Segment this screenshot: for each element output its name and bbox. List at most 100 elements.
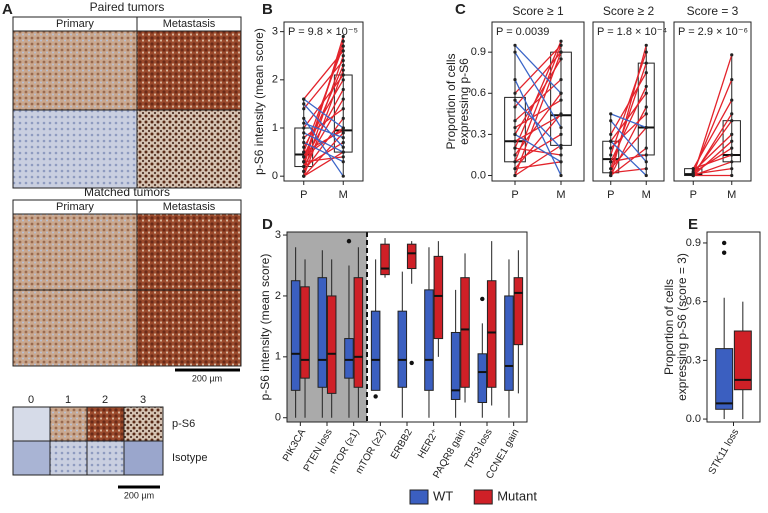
pair-line xyxy=(303,74,344,129)
box xyxy=(397,310,408,388)
point xyxy=(341,128,345,133)
pair-line xyxy=(693,168,732,175)
box xyxy=(424,289,434,391)
point xyxy=(559,77,563,82)
pair-line xyxy=(610,113,647,149)
point xyxy=(302,169,306,173)
pair-line xyxy=(514,99,562,149)
point xyxy=(341,174,345,178)
box xyxy=(326,295,337,394)
x-tick-label: STK11 loss xyxy=(707,427,742,476)
ihc-image xyxy=(12,289,138,367)
point xyxy=(644,160,648,164)
pair-line xyxy=(514,147,562,156)
point xyxy=(302,150,306,154)
point xyxy=(559,39,563,43)
y-axis-label: expressing p-S6 (score = 3) xyxy=(675,253,689,401)
column-header: 3 xyxy=(140,394,146,406)
point xyxy=(513,125,517,130)
point xyxy=(341,150,345,154)
pair-line xyxy=(303,60,344,110)
legend-label: WT xyxy=(433,488,453,503)
point xyxy=(730,153,734,157)
point xyxy=(513,139,517,143)
box xyxy=(450,331,461,400)
point xyxy=(302,164,306,169)
point xyxy=(341,44,345,48)
plot-frame xyxy=(491,21,585,182)
point xyxy=(513,119,517,123)
pair-line xyxy=(303,103,344,148)
pair-line xyxy=(303,132,344,153)
point xyxy=(513,98,517,102)
point xyxy=(302,97,306,101)
pair-line xyxy=(514,45,562,163)
y-tick-label: 1 xyxy=(272,122,278,134)
box xyxy=(380,243,390,276)
box xyxy=(300,286,310,379)
y-axis-label: p-S6 intensity (mean score) xyxy=(258,254,272,401)
y-tick-label: 0 xyxy=(275,412,281,424)
point xyxy=(730,173,734,178)
pair-line xyxy=(514,58,562,135)
pair-line xyxy=(514,40,562,149)
point xyxy=(341,49,345,53)
point xyxy=(644,173,648,178)
ihc-image xyxy=(49,440,88,476)
point xyxy=(644,50,648,54)
panel-label: A xyxy=(2,1,13,18)
pair-line xyxy=(692,147,733,174)
y-tick-label: 0.0 xyxy=(471,169,486,181)
point xyxy=(644,71,648,75)
point xyxy=(341,131,345,135)
ihc-image xyxy=(136,289,242,367)
point xyxy=(513,91,517,95)
column-header: Metastasis xyxy=(163,18,216,30)
pair-line xyxy=(610,72,647,135)
column-header: 2 xyxy=(102,394,108,406)
box xyxy=(513,277,524,346)
p-value: P = 1.8 × 10⁻⁴ xyxy=(597,26,668,38)
point xyxy=(609,112,613,116)
legend-swatch xyxy=(409,489,429,505)
point xyxy=(644,167,648,171)
point xyxy=(513,160,517,164)
ihc-image xyxy=(12,213,138,291)
point xyxy=(513,105,517,109)
x-tick-label: M xyxy=(642,189,651,201)
point xyxy=(609,173,613,178)
box xyxy=(504,295,514,391)
x-tick-label: M xyxy=(556,189,565,201)
pair-line xyxy=(303,98,344,167)
pair-line xyxy=(303,98,344,129)
point xyxy=(609,171,613,175)
point xyxy=(341,160,345,164)
box xyxy=(290,280,301,391)
point xyxy=(730,139,734,143)
x-tick-label: M xyxy=(339,189,348,201)
y-axis-label: expressing p-S6 xyxy=(457,58,471,145)
column-header: Metastasis xyxy=(163,201,216,213)
point xyxy=(302,131,306,135)
point xyxy=(559,153,563,157)
point xyxy=(609,153,613,157)
point xyxy=(341,126,345,130)
point xyxy=(341,140,345,145)
point xyxy=(730,160,734,164)
pair-line xyxy=(514,133,562,163)
point xyxy=(730,112,734,116)
y-tick-label: 0.3 xyxy=(471,128,486,140)
pair-line xyxy=(303,151,344,177)
ihc-image xyxy=(123,406,164,442)
box xyxy=(433,255,444,340)
box xyxy=(406,243,417,270)
outlier xyxy=(346,238,352,244)
point xyxy=(302,126,306,130)
p-value: P = 9.8 × 10⁻⁵ xyxy=(288,26,358,38)
outlier xyxy=(721,250,727,255)
ihc-image xyxy=(136,213,242,291)
point xyxy=(341,145,345,149)
point xyxy=(302,116,306,120)
y-tick-label: 2 xyxy=(275,290,281,302)
point xyxy=(302,174,306,178)
